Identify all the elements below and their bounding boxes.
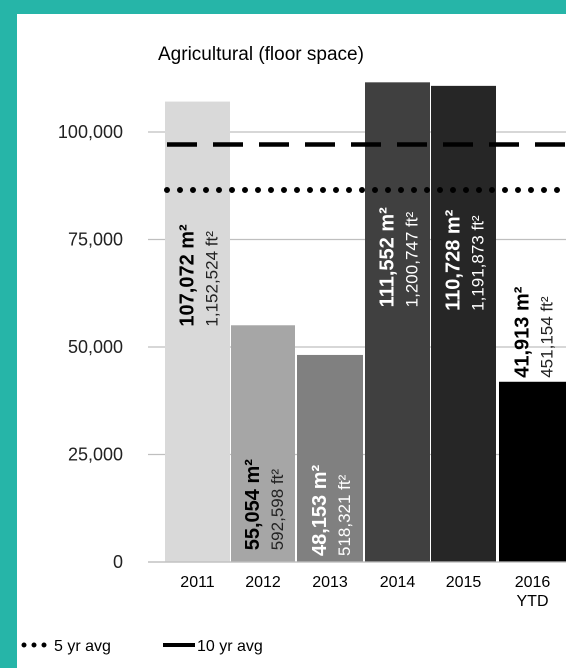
data-label-m2: 110,728 m²: [443, 209, 465, 311]
data-label-ft2: 1,200,747 ft²: [403, 212, 422, 308]
data-label-ft2: 1,152,524 ft²: [203, 231, 222, 327]
y-axis: 0 25,000 50,000 75,000 100,000: [58, 122, 123, 572]
data-label-m2: 48,153 m²: [309, 464, 331, 556]
x-tick-label: 2015: [446, 574, 482, 591]
y-tick-label: 75,000: [68, 230, 123, 250]
data-label-m2: 55,054 m²: [242, 459, 264, 551]
x-tick-label: 2011: [180, 574, 215, 591]
bar-2011: [165, 101, 230, 563]
chart-title-main: Agricultural (floor space): [158, 44, 364, 65]
bar-2016-ytd: [499, 381, 566, 562]
bar-2013: [297, 354, 363, 562]
bars: [165, 82, 566, 563]
data-label-m2: 41,913 m²: [512, 286, 534, 378]
reference-lines: [164, 142, 566, 194]
x-tick-label: 2013: [312, 574, 348, 591]
y-tick-label: 0: [113, 552, 123, 572]
bar-2015: [431, 85, 496, 562]
y-tick-label: 100,000: [58, 122, 123, 142]
y-tick-label: 50,000: [68, 337, 123, 357]
legend: 5 yr avg 10 yr avg: [21, 638, 263, 655]
bar-2012: [231, 325, 295, 562]
data-label-ft2: 518,321 ft²: [335, 474, 354, 556]
x-tick-label: 2016 YTD: [515, 574, 551, 610]
chart-title: Agricultural (floor space): [158, 44, 364, 65]
data-labels: 107,072 m² 1,152,524 ft² 55,054 m² 592,598 …: [177, 207, 557, 556]
legend-label-5yr-avg: 5 yr avg: [54, 638, 111, 655]
x-tick-label: 2012: [245, 574, 281, 591]
data-label-m2: 111,552 m²: [377, 207, 399, 307]
bar-chart: 107,072 m² 1,152,524 ft² 55,054 m² 592,598 …: [21, 44, 566, 655]
data-label-ft2: 592,598 ft²: [268, 469, 287, 551]
y-tick-label: 25,000: [68, 445, 123, 465]
chart-panel: 107,072 m² 1,152,524 ft² 55,054 m² 592,598 …: [17, 14, 566, 668]
x-tick-label: 2014: [380, 574, 416, 591]
bar-2014: [365, 82, 430, 562]
x-axis: 2011 2012 2013 2014 2015 2016 YTD: [148, 561, 566, 610]
data-label-m2: 107,072 m²: [177, 224, 199, 327]
data-label-ft2: 1,191,873 ft²: [469, 215, 488, 311]
legend-label-10yr-avg: 10 yr avg: [197, 638, 263, 655]
data-label-ft2: 451,154 ft²: [538, 296, 557, 378]
